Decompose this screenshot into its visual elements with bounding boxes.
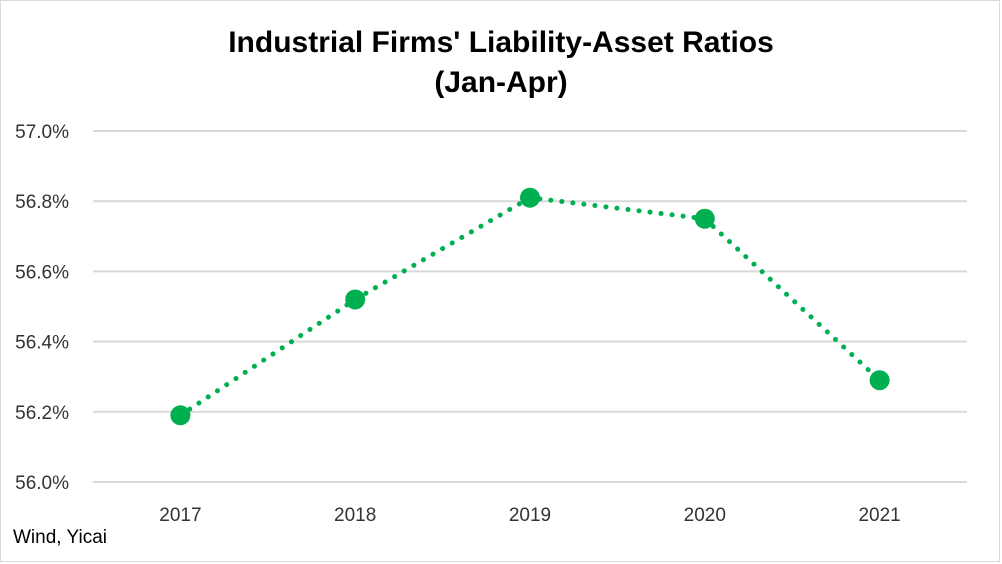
series-line bbox=[177, 195, 883, 418]
x-axis-ticks: 2017 2018 2019 2020 2021 bbox=[159, 505, 900, 526]
y-tick-label: 57.0% bbox=[15, 122, 69, 143]
data-point bbox=[869, 370, 890, 391]
y-tick-label: 56.4% bbox=[15, 333, 69, 354]
data-point bbox=[345, 289, 366, 310]
y-tick-label: 56.0% bbox=[15, 473, 69, 494]
x-tick-label: 2017 bbox=[159, 505, 201, 526]
y-axis-ticks: 56.0% 56.2% 56.4% 56.6% 56.8% 57.0% bbox=[15, 122, 69, 494]
x-tick-label: 2020 bbox=[684, 505, 726, 526]
gridlines bbox=[93, 130, 967, 483]
data-point bbox=[520, 187, 540, 208]
y-tick-label: 56.8% bbox=[15, 192, 69, 213]
y-tick-label: 56.6% bbox=[15, 262, 69, 283]
x-tick-label: 2021 bbox=[858, 505, 900, 526]
y-tick-label: 56.2% bbox=[15, 403, 69, 424]
x-tick-label: 2018 bbox=[334, 505, 376, 526]
chart-title-line: Industrial Firms' Liability-Asset Ratios bbox=[228, 26, 774, 59]
series-line-group bbox=[170, 187, 890, 426]
source-note: Wind, Yicai bbox=[13, 527, 107, 548]
data-point bbox=[170, 405, 191, 426]
chart-subtitle: (Jan-Apr) bbox=[434, 66, 568, 99]
chart-title: Industrial Firms' Liability-Asset Ratios… bbox=[1, 23, 1001, 103]
x-tick-label: 2019 bbox=[509, 505, 551, 526]
data-point bbox=[694, 208, 715, 229]
